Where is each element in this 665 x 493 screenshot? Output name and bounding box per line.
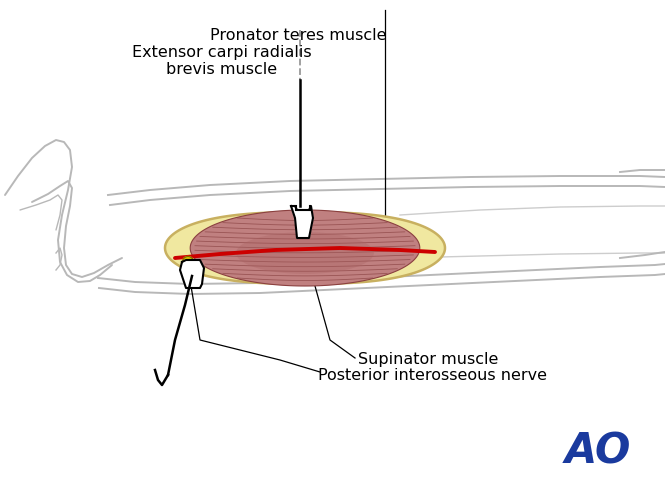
Polygon shape <box>165 212 445 284</box>
Polygon shape <box>236 232 374 274</box>
Circle shape <box>182 256 194 268</box>
Polygon shape <box>180 260 204 288</box>
Text: Posterior interosseous nerve: Posterior interosseous nerve <box>318 368 547 383</box>
Text: AO: AO <box>565 431 631 473</box>
Polygon shape <box>190 210 420 286</box>
Text: Extensor carpi radialis
brevis muscle: Extensor carpi radialis brevis muscle <box>132 45 312 77</box>
Text: Supinator muscle: Supinator muscle <box>358 352 498 367</box>
Text: Pronator teres muscle: Pronator teres muscle <box>209 28 386 43</box>
Polygon shape <box>291 206 313 238</box>
